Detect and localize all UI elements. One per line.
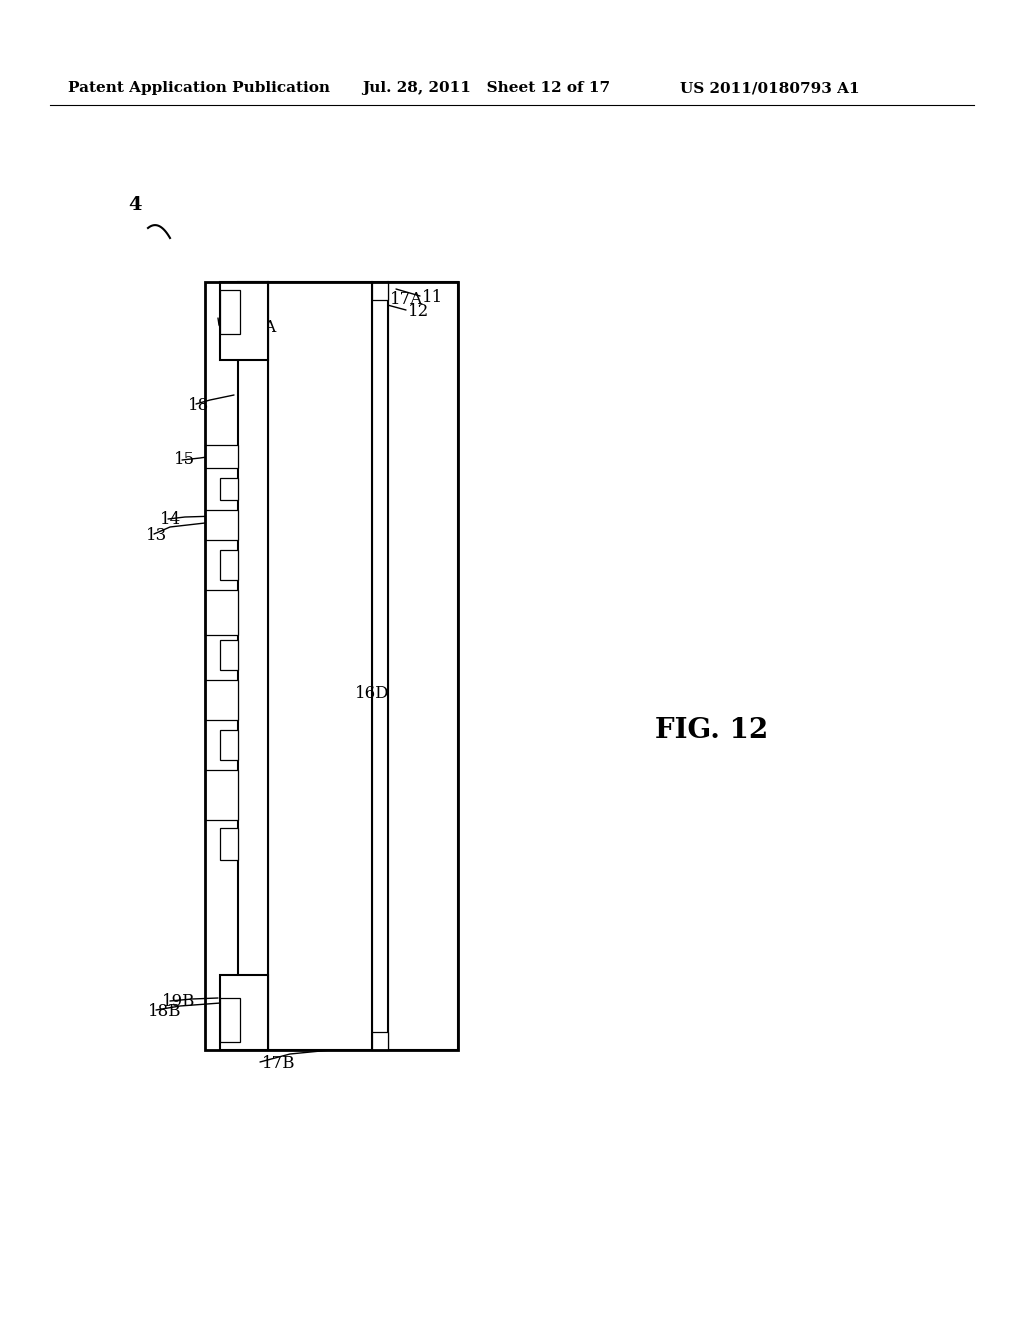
Polygon shape: [220, 828, 238, 861]
Text: 15: 15: [174, 451, 196, 469]
Polygon shape: [205, 510, 238, 540]
Polygon shape: [220, 730, 238, 760]
Polygon shape: [220, 290, 240, 334]
Polygon shape: [220, 282, 268, 360]
Text: 12: 12: [408, 304, 429, 321]
Text: 17B: 17B: [262, 1055, 296, 1072]
Polygon shape: [372, 282, 388, 300]
Polygon shape: [205, 590, 238, 635]
Text: 18: 18: [188, 396, 209, 413]
Text: 11: 11: [422, 289, 443, 306]
Polygon shape: [220, 478, 238, 500]
Polygon shape: [205, 770, 238, 820]
Polygon shape: [372, 1032, 388, 1049]
Polygon shape: [220, 640, 238, 671]
Polygon shape: [372, 282, 388, 1049]
Polygon shape: [220, 998, 240, 1041]
Text: 18A: 18A: [244, 319, 278, 337]
Text: Patent Application Publication: Patent Application Publication: [68, 81, 330, 95]
Polygon shape: [220, 975, 268, 1049]
Polygon shape: [220, 550, 238, 579]
Text: 17A: 17A: [390, 292, 423, 309]
Text: FIG. 12: FIG. 12: [655, 717, 768, 743]
Polygon shape: [388, 282, 458, 1049]
Text: 18B: 18B: [148, 1003, 181, 1020]
Text: US 2011/0180793 A1: US 2011/0180793 A1: [680, 81, 859, 95]
Polygon shape: [268, 282, 372, 1049]
Text: 13: 13: [146, 527, 167, 544]
Text: 14: 14: [160, 511, 181, 528]
Polygon shape: [238, 282, 268, 1049]
Text: Jul. 28, 2011   Sheet 12 of 17: Jul. 28, 2011 Sheet 12 of 17: [362, 81, 610, 95]
Text: 4: 4: [128, 195, 141, 214]
Polygon shape: [205, 680, 238, 719]
Text: 16D: 16D: [355, 685, 389, 701]
Text: 19B: 19B: [162, 994, 196, 1011]
Text: 19A: 19A: [227, 330, 260, 346]
Polygon shape: [205, 445, 238, 469]
